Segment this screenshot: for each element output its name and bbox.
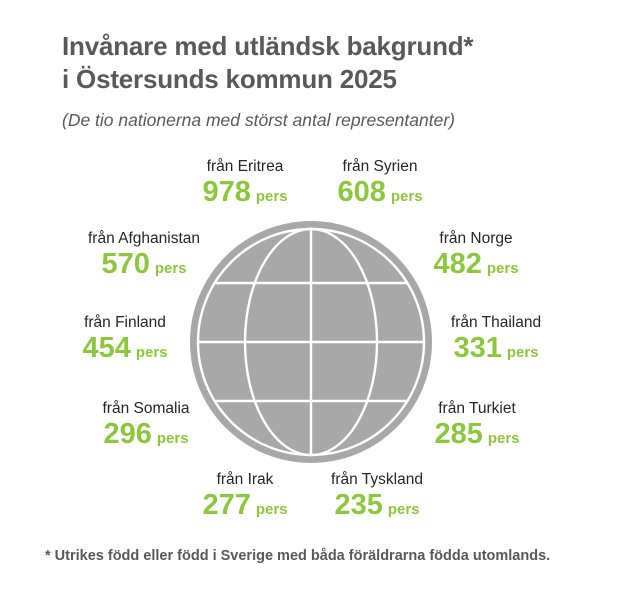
- globe-icon: [189, 220, 433, 464]
- country-value: 277: [202, 489, 251, 521]
- footnote: * Utrikes född eller född i Sverige med …: [45, 548, 551, 564]
- unit-label: pers: [135, 344, 168, 361]
- country-label: från Eritrea: [206, 158, 284, 175]
- country-value: 978: [202, 176, 251, 208]
- country-value: 570: [101, 248, 150, 280]
- country-label: från Tyskland: [331, 471, 423, 488]
- country-label: från Finland: [84, 314, 166, 331]
- unit-label: pers: [387, 501, 420, 518]
- country-label: från Syrien: [342, 158, 418, 175]
- country-label: från Irak: [216, 471, 274, 488]
- stat-turkiet: från Turkiet 285 pers: [434, 399, 519, 453]
- title-line-2: i Östersunds kommun 2025: [62, 64, 397, 94]
- country-label: från Turkiet: [438, 400, 516, 417]
- unit-label: pers: [486, 260, 519, 277]
- stat-eritrea: från Eritrea 978 pers: [202, 157, 287, 211]
- unit-label: pers: [255, 188, 288, 205]
- country-label: från Afghanistan: [87, 230, 201, 247]
- unit-label: pers: [156, 430, 189, 447]
- stat-tyskland: från Tyskland 235 pers: [331, 470, 423, 524]
- country-value: 454: [82, 332, 131, 364]
- stat-syrien: från Syrien 608 pers: [337, 157, 422, 211]
- stat-afghanistan: från Afghanistan 570 pers: [88, 229, 200, 283]
- country-value: 331: [453, 332, 502, 364]
- country-value: 285: [434, 418, 483, 450]
- country-value: 608: [337, 176, 386, 208]
- country-label: från Somalia: [102, 400, 190, 417]
- country-value: 296: [103, 418, 152, 450]
- unit-label: pers: [255, 501, 288, 518]
- unit-label: pers: [154, 260, 187, 277]
- page-subtitle: (De tio nationerna med störst antal repr…: [62, 110, 455, 130]
- stat-thailand: från Thailand 331 pers: [451, 313, 541, 367]
- country-value: 482: [433, 248, 482, 280]
- unit-label: pers: [390, 188, 423, 205]
- country-label: från Norge: [439, 230, 513, 247]
- stat-finland: från Finland 454 pers: [82, 313, 167, 367]
- unit-label: pers: [506, 344, 539, 361]
- page-title: Invånare med utländsk bakgrund* i Östers…: [62, 30, 474, 96]
- unit-label: pers: [487, 430, 520, 447]
- stat-irak: från Irak 277 pers: [202, 470, 287, 524]
- title-line-1: Invånare med utländsk bakgrund*: [62, 31, 474, 61]
- stat-norge: från Norge 482 pers: [433, 229, 518, 283]
- country-value: 235: [334, 489, 383, 521]
- stat-somalia: från Somalia 296 pers: [102, 399, 189, 453]
- country-label: från Thailand: [450, 314, 542, 331]
